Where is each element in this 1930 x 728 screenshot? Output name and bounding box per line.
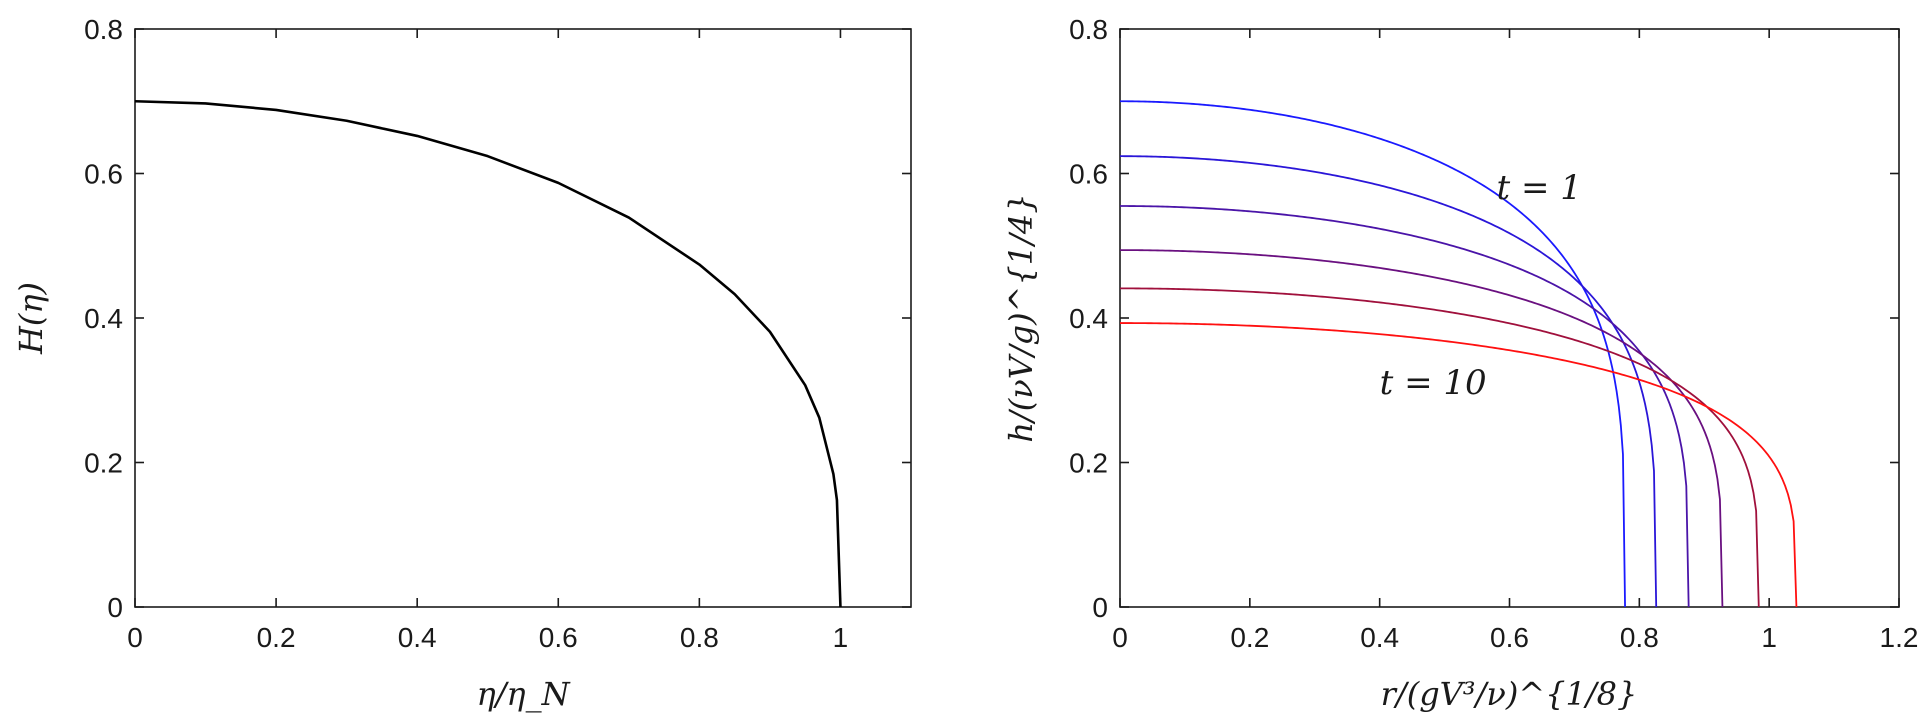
right-y-tick-label: 0 [1092, 592, 1108, 623]
right-x-tick-label: 0.8 [1620, 622, 1659, 653]
right-x-tick-label: 1.2 [1880, 622, 1919, 653]
left-plot-frame [134, 28, 912, 608]
right-lines [1120, 100, 1798, 608]
right-y-tick-label: 0.8 [1069, 14, 1108, 45]
right-series-line-6 [1120, 322, 1798, 608]
left-lines [134, 99, 842, 608]
right-y-tick-label: 0.6 [1069, 159, 1108, 190]
right-y-axis-label: h/(νV/g)^{1/4} [1002, 193, 1040, 442]
right-y-tick-label: 0.2 [1069, 448, 1108, 479]
left-x-axis-label: η/η_N [476, 675, 570, 713]
right-series-line-4 [1120, 249, 1724, 608]
left-y-tick-label: 0 [107, 592, 123, 623]
left-x-tick-label: 1 [833, 622, 849, 653]
left-chart-panel: 0 0.2 0.4 0.6 0.8 1 0 0.2 0.4 0.6 0.8 η/η_N H(η) [12, 14, 912, 713]
left-y-tick-label: 0.4 [84, 303, 123, 334]
right-series-line-2 [1120, 155, 1658, 608]
right-annotation-1: t = 1 [1497, 168, 1582, 208]
right-y-tick-label: 0.4 [1069, 303, 1108, 334]
right-annotations: t = 1 t = 10 [1380, 168, 1582, 403]
right-series-line-3 [1120, 205, 1690, 608]
right-x-tick-label: 0.4 [1360, 622, 1399, 653]
right-series-line-1 [1120, 100, 1626, 608]
right-x-axis-label: r/(gV³/ν)^{1/8} [1381, 675, 1638, 713]
left-x-tick-label: 0 [127, 622, 143, 653]
right-x-tick-label: 1 [1761, 622, 1777, 653]
left-y-axis-label: H(η) [12, 282, 50, 355]
right-ticks: 0 0.2 0.4 0.6 0.8 1 1.2 0 0.2 0.4 0.6 0.8 [1069, 14, 1918, 653]
left-x-tick-label: 0.2 [257, 622, 296, 653]
left-y-tick-label: 0.8 [84, 14, 123, 45]
right-x-tick-label: 0.2 [1230, 622, 1269, 653]
left-y-tick-label: 0.6 [84, 159, 123, 190]
left-ticks: 0 0.2 0.4 0.6 0.8 1 0 0.2 0.4 0.6 0.8 [84, 14, 911, 653]
right-series-line-5 [1120, 287, 1760, 608]
left-x-tick-label: 0.4 [398, 622, 437, 653]
left-series-line-1 [134, 99, 842, 608]
right-plot-frame [1119, 28, 1900, 608]
left-x-tick-label: 0.8 [680, 622, 719, 653]
right-x-tick-label: 0.6 [1490, 622, 1529, 653]
right-annotation-2: t = 10 [1380, 363, 1487, 403]
right-chart-panel: 0 0.2 0.4 0.6 0.8 1 1.200.20.40.60.8 t = 1t = … [1002, 14, 1918, 713]
left-y-tick-label: 0.2 [84, 448, 123, 479]
right-x-tick-label: 0 [1112, 622, 1128, 653]
left-x-tick-label: 0.6 [539, 622, 578, 653]
